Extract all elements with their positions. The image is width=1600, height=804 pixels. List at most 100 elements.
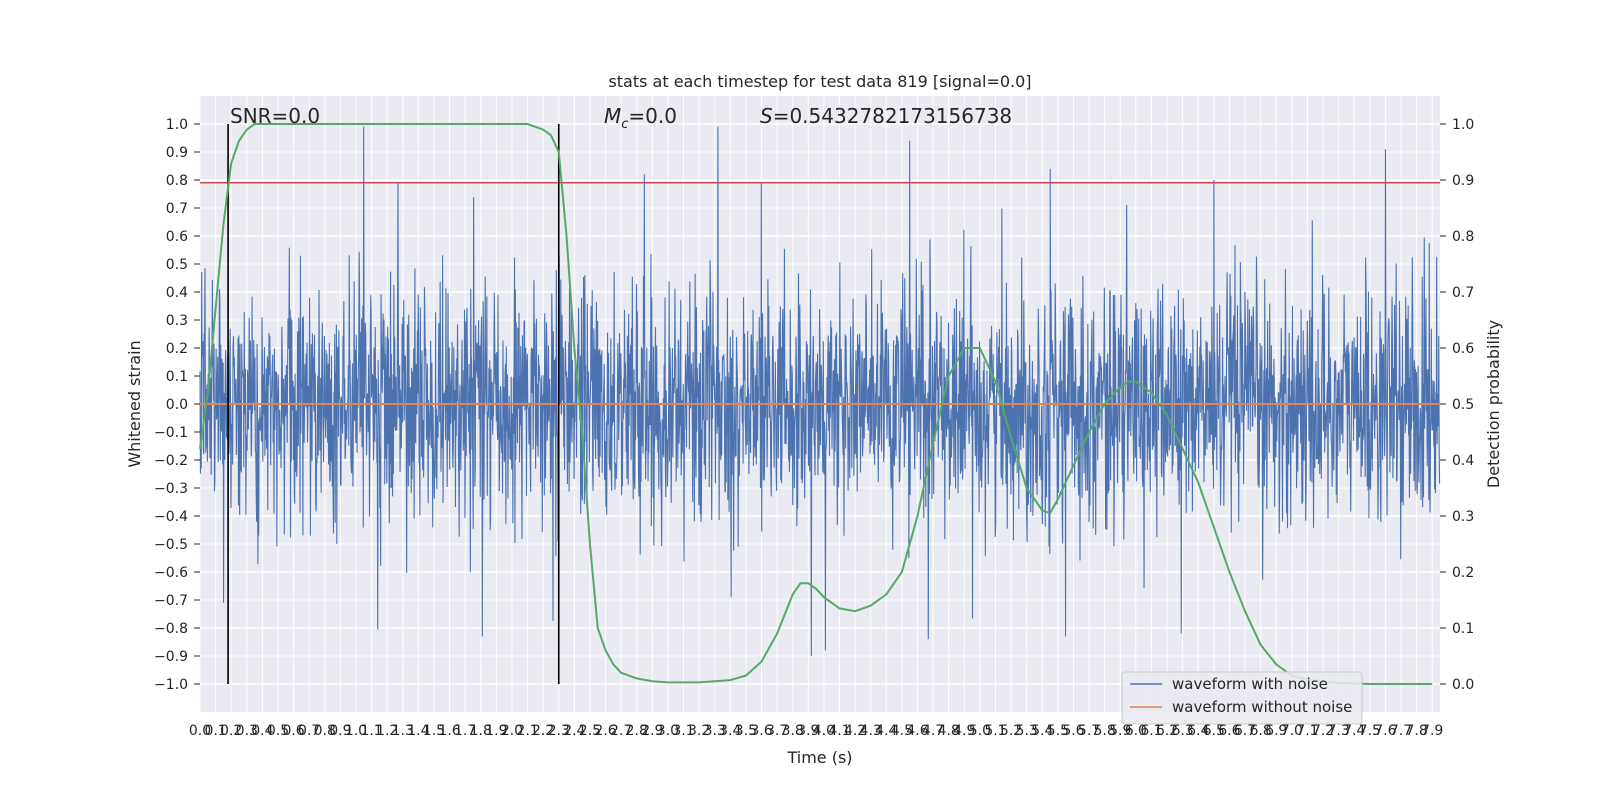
y-tick-label: 0.9 bbox=[166, 145, 188, 161]
y-axis-label: Whitened strain bbox=[125, 340, 144, 467]
x-tick-label: 1.9 bbox=[485, 723, 507, 739]
x-tick-label: 3.5 bbox=[735, 723, 757, 739]
x-tick-label: 1.6 bbox=[438, 723, 460, 739]
x-tick-label: 3.8 bbox=[782, 723, 804, 739]
noise-waveform-path bbox=[199, 126, 1441, 657]
y-tick-label: 0.2 bbox=[166, 341, 188, 357]
x-tick-label: 6.7 bbox=[1234, 723, 1256, 739]
snr-annotation: SNR=0.0 bbox=[230, 104, 320, 128]
y2-tick-label: 0.3 bbox=[1452, 509, 1474, 525]
score-value: =0.5432782173156738 bbox=[773, 104, 1012, 128]
legend-box bbox=[1121, 671, 1363, 725]
chirp-mass-annotation: Mc=0.0 bbox=[604, 104, 677, 132]
y2-tick-label: 0.9 bbox=[1452, 173, 1474, 189]
x-tick-label: 0.7 bbox=[298, 723, 320, 739]
x-tick-label: 2.8 bbox=[626, 723, 648, 739]
x-tick-label: 5.5 bbox=[1047, 723, 1069, 739]
vertical-markers bbox=[227, 124, 560, 684]
x-tick-label: 7.4 bbox=[1343, 723, 1365, 739]
x-tick-label: 0.0 bbox=[189, 723, 211, 739]
y-tick-label: −0.4 bbox=[154, 509, 188, 525]
probability-curve-path bbox=[199, 123, 1433, 685]
x-tick-label: 6.3 bbox=[1172, 723, 1194, 739]
x-tick-label: 5.3 bbox=[1016, 723, 1038, 739]
x-tick-label: 6.0 bbox=[1125, 723, 1147, 739]
x-tick-label: 2.1 bbox=[516, 723, 538, 739]
y-tick-label: −0.5 bbox=[154, 537, 188, 553]
x-tick-label: 3.6 bbox=[750, 723, 772, 739]
x-tick-label: 3.9 bbox=[797, 723, 819, 739]
x-tick-label: 3.4 bbox=[719, 723, 741, 739]
x-tick-label: 7.7 bbox=[1390, 723, 1412, 739]
y-tick-label: 0.6 bbox=[166, 229, 188, 245]
y-tick-label: −0.1 bbox=[154, 425, 188, 441]
x-tick-label: 4.2 bbox=[844, 723, 866, 739]
y-tick-label: 1.0 bbox=[166, 117, 188, 133]
y2-tick-label: 0.4 bbox=[1452, 453, 1474, 469]
x-tick-label: 1.0 bbox=[345, 723, 367, 739]
y-tick-label: −0.8 bbox=[154, 621, 188, 637]
x-tick-label: 2.2 bbox=[532, 723, 554, 739]
x-tick-label: 4.1 bbox=[828, 723, 850, 739]
x-tick-label: 1.4 bbox=[407, 723, 429, 739]
x-tick-label: 0.8 bbox=[314, 723, 336, 739]
x-tick-label: 6.6 bbox=[1218, 723, 1240, 739]
x-tick-label: 4.4 bbox=[875, 723, 897, 739]
chirp-mass-symbol: M bbox=[604, 104, 621, 128]
y-tick-label: 0.4 bbox=[166, 285, 188, 301]
x-tick-label: 6.5 bbox=[1203, 723, 1225, 739]
x-tick-label: 4.0 bbox=[813, 723, 835, 739]
legend: waveform with noise waveform without noi… bbox=[1121, 671, 1363, 725]
x-tick-label: 7.6 bbox=[1374, 723, 1396, 739]
x-tick-label: 0.2 bbox=[220, 723, 242, 739]
x-tick-label: 4.9 bbox=[953, 723, 975, 739]
y2-axis-label: Detection probability bbox=[1484, 320, 1503, 488]
y2-tick-label: 1.0 bbox=[1452, 117, 1474, 133]
x-tick-label: 2.9 bbox=[641, 723, 663, 739]
x-tick-label: 7.3 bbox=[1327, 723, 1349, 739]
x-tick-label: 1.8 bbox=[470, 723, 492, 739]
x-tick-label: 0.6 bbox=[282, 723, 304, 739]
y-tick-label: 0.3 bbox=[166, 313, 188, 329]
x-tick-label: 0.1 bbox=[204, 723, 226, 739]
series-waveform-with-noise bbox=[199, 126, 1441, 657]
x-tick-label: 4.6 bbox=[906, 723, 928, 739]
x-tick-label: 2.7 bbox=[610, 723, 632, 739]
x-tick-label: 2.6 bbox=[594, 723, 616, 739]
x-tick-label: 1.3 bbox=[392, 723, 414, 739]
x-tick-label: 4.3 bbox=[860, 723, 882, 739]
x-tick-label: 2.3 bbox=[548, 723, 570, 739]
x-tick-label: 0.5 bbox=[267, 723, 289, 739]
y-tick-label: 0.1 bbox=[166, 369, 188, 385]
x-tick-label: 3.2 bbox=[688, 723, 710, 739]
x-tick-label: 4.7 bbox=[922, 723, 944, 739]
x-tick-label: 4.8 bbox=[938, 723, 960, 739]
x-tick-label: 3.3 bbox=[704, 723, 726, 739]
x-tick-label: 7.0 bbox=[1281, 723, 1303, 739]
y-tick-label: −0.3 bbox=[154, 481, 188, 497]
y2-tick-label: 0.7 bbox=[1452, 285, 1474, 301]
y-tick-label: −0.9 bbox=[154, 649, 188, 665]
y-tick-label: −0.7 bbox=[154, 593, 188, 609]
y2-tick-label: 0.6 bbox=[1452, 341, 1474, 357]
chart-title: stats at each timestep for test data 819… bbox=[608, 72, 1031, 91]
x-tick-label: 5.9 bbox=[1109, 723, 1131, 739]
chirp-mass-value: =0.0 bbox=[628, 104, 677, 128]
x-tick-label: 4.5 bbox=[891, 723, 913, 739]
y-tick-label: 0.5 bbox=[166, 257, 188, 273]
x-tick-label: 7.2 bbox=[1312, 723, 1334, 739]
legend-label-noise: waveform with noise bbox=[1172, 675, 1328, 693]
y-tick-label: 0.8 bbox=[166, 173, 188, 189]
x-tick-label: 6.9 bbox=[1265, 723, 1287, 739]
x-tick-label: 5.4 bbox=[1031, 723, 1053, 739]
y-tick-label: −0.6 bbox=[154, 565, 188, 581]
x-tick-label: 6.1 bbox=[1140, 723, 1162, 739]
x-tick-label: 7.1 bbox=[1296, 723, 1318, 739]
x-tick-label: 7.5 bbox=[1359, 723, 1381, 739]
x-tick-label: 1.2 bbox=[376, 723, 398, 739]
x-tick-label: 5.8 bbox=[1094, 723, 1116, 739]
x-tick-label: 5.1 bbox=[984, 723, 1006, 739]
y2-tick-label: 0.0 bbox=[1452, 677, 1474, 693]
